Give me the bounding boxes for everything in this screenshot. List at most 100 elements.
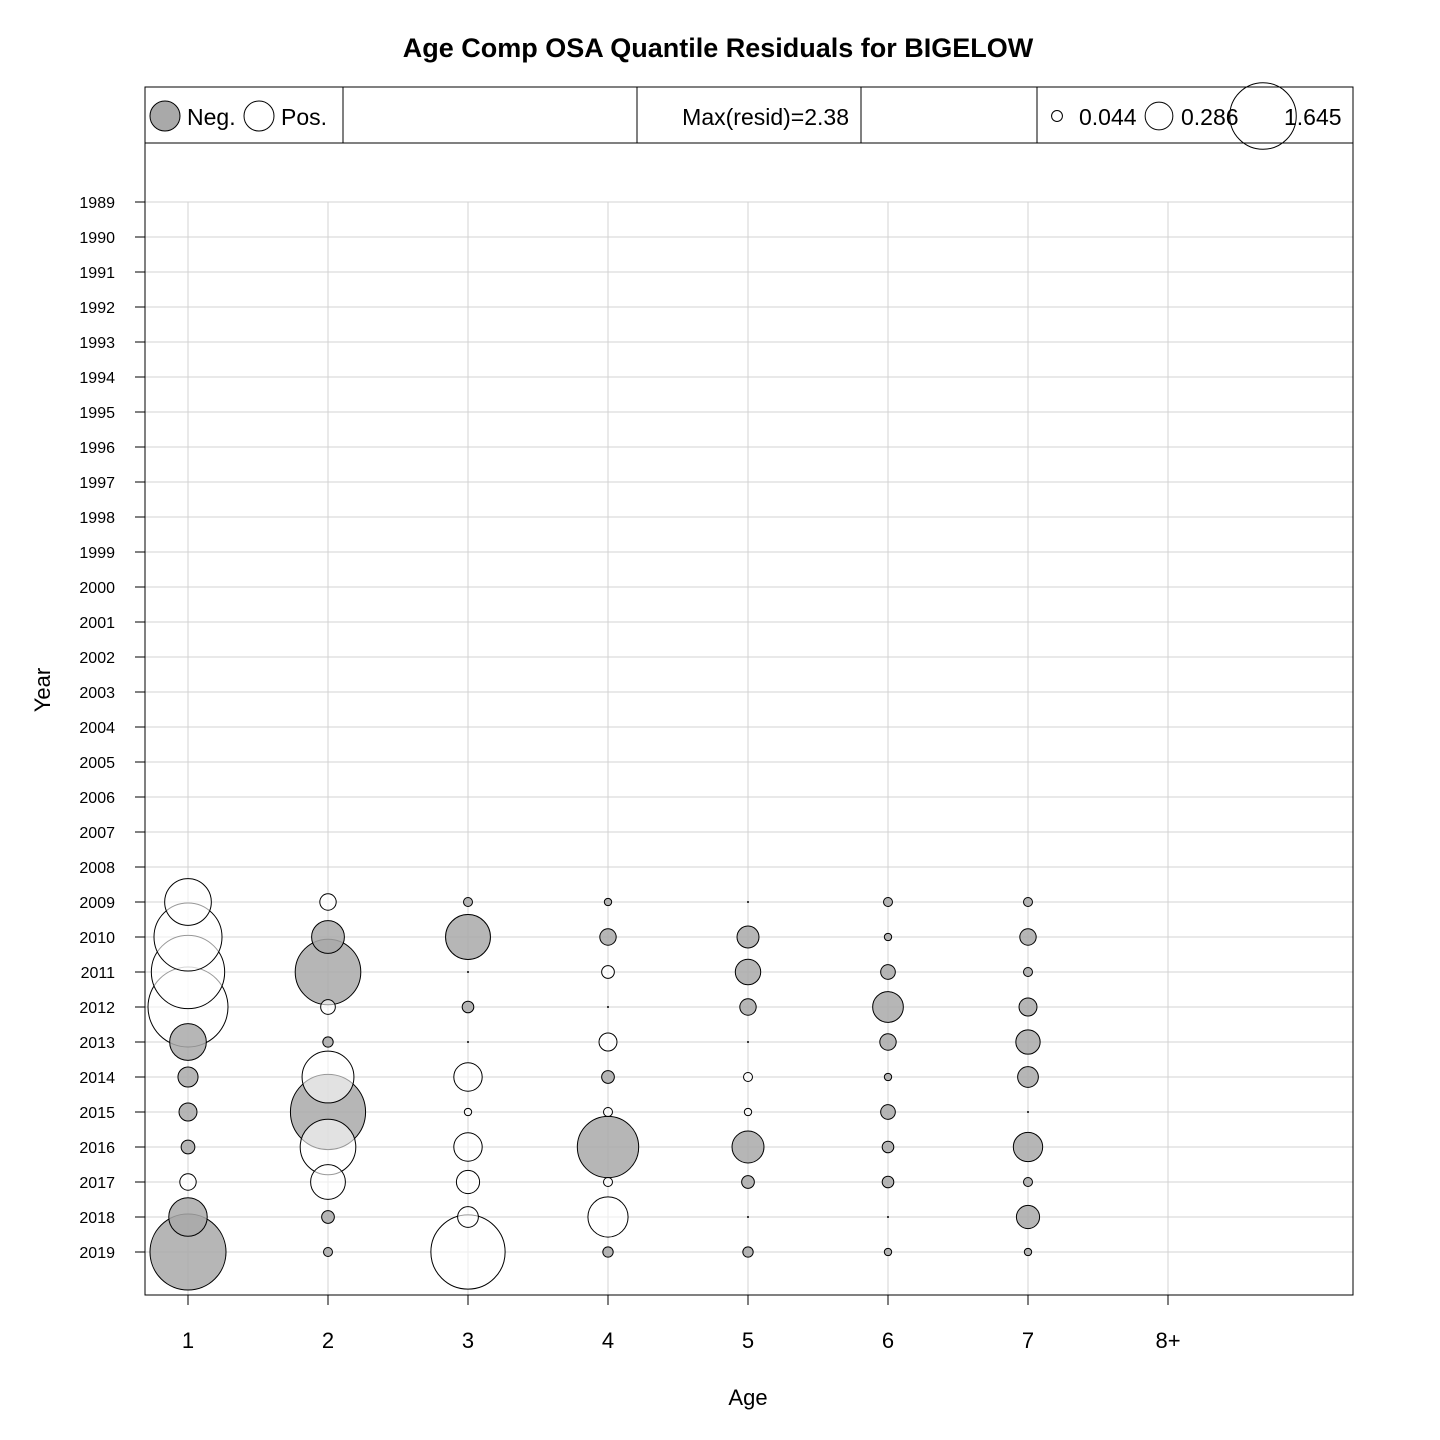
bubble-2015-age-5	[743, 1107, 753, 1117]
bubble-2013-age-5	[747, 1041, 749, 1043]
y-tick-label-2006: 2006	[79, 790, 115, 807]
bubble-2018-age-2	[321, 1210, 335, 1224]
y-tick-label-1991: 1991	[79, 265, 115, 282]
bubble-2016-age-6	[881, 1140, 895, 1154]
bubble-layer	[147, 878, 1044, 1291]
y-tick-label-2011: 2011	[81, 965, 116, 982]
y-tick-label-2010: 2010	[79, 930, 115, 947]
bubble-2010-age-7	[1019, 928, 1037, 946]
x-axis-label: Age	[728, 1385, 767, 1410]
size-legend-label-0: 0.044	[1079, 104, 1137, 130]
bubble-2012-age-4	[607, 1006, 609, 1008]
y-tick-label-1995: 1995	[79, 405, 115, 422]
bubble-2010-age-2	[311, 920, 345, 954]
bubble-2017-age-4	[603, 1177, 613, 1187]
bubble-2019-age-5	[742, 1246, 754, 1258]
bubble-2018-age-1	[168, 1197, 208, 1237]
pos-swatch	[243, 100, 275, 132]
bubble-2013-age-1	[169, 1023, 207, 1061]
bubble-2012-age-3	[461, 1000, 475, 1014]
bubble-2019-age-4	[602, 1246, 614, 1258]
bubble-2017-age-7	[1023, 1177, 1033, 1187]
size-legend-label-1: 0.286	[1181, 104, 1239, 130]
y-axis-label: Year	[30, 668, 55, 712]
bubble-2017-age-5	[741, 1175, 755, 1189]
y-tick-label-1994: 1994	[79, 370, 115, 387]
size-legend: 0.044 0.286 1.645	[1036, 82, 1354, 150]
size-legend-box	[1036, 86, 1354, 144]
bubble-2011-age-5	[734, 958, 762, 986]
bubble-2016-age-3	[453, 1132, 483, 1162]
x-tick-label-1: 1	[182, 1328, 194, 1353]
bubble-2010-age-4	[599, 928, 617, 946]
bubble-2010-age-6	[883, 932, 893, 942]
bubble-2018-age-3	[457, 1206, 479, 1228]
bubble-2014-age-5	[743, 1072, 753, 1082]
y-tick-label-2008: 2008	[79, 860, 115, 877]
y-tick-label-2001: 2001	[79, 615, 115, 632]
neg-swatch	[149, 100, 181, 132]
bubble-2009-age-7	[1023, 897, 1033, 907]
bubble-2017-age-3	[455, 1169, 481, 1195]
bubble-2009-age-1	[164, 878, 212, 926]
bubble-2012-age-2	[320, 999, 336, 1015]
x-tick-label-5: 5	[742, 1328, 754, 1353]
bubble-2019-age-7	[1023, 1247, 1033, 1257]
max-resid-legend: Max(resid)=2.38	[636, 86, 862, 144]
size-legend-label-2: 1.645	[1284, 104, 1342, 130]
y-tick-label-2007: 2007	[79, 825, 115, 842]
bubble-2013-age-7	[1015, 1029, 1041, 1055]
x-tick-label-4: 4	[602, 1328, 614, 1353]
pos-label: Pos.	[281, 104, 327, 130]
y-tick-label-1992: 1992	[79, 300, 115, 317]
x-tick-label-3: 3	[462, 1328, 474, 1353]
y-tick-label-2009: 2009	[79, 895, 115, 912]
bubble-2013-age-6	[879, 1033, 897, 1051]
bubble-2014-age-2	[301, 1050, 355, 1104]
bubble-2016-age-1	[180, 1139, 196, 1155]
bubble-2010-age-5	[736, 925, 760, 949]
bubble-2013-age-3	[467, 1041, 469, 1043]
y-tick-label-2013: 2013	[79, 1035, 115, 1052]
bubble-2019-age-6	[883, 1247, 893, 1257]
y-tick-label-1990: 1990	[79, 230, 115, 247]
x-tick-label-8+: 8+	[1155, 1328, 1180, 1353]
bubble-2017-age-6	[881, 1175, 895, 1189]
bubble-2015-age-3	[463, 1107, 473, 1117]
size-legend-circle-0	[1051, 110, 1063, 122]
bubble-2015-age-7	[1027, 1111, 1029, 1113]
bubble-2009-age-2	[319, 893, 337, 911]
y-tick-label-2016: 2016	[79, 1140, 115, 1157]
bubble-2012-age-6	[872, 991, 904, 1023]
bubble-2015-age-4	[603, 1107, 613, 1117]
bubble-2014-age-1	[177, 1066, 199, 1088]
bubble-2018-age-4	[587, 1196, 629, 1238]
bubble-2018-age-5	[747, 1216, 749, 1218]
bubble-2014-age-3	[453, 1062, 483, 1092]
bubble-2016-age-4	[576, 1115, 640, 1179]
x-tick-label-2: 2	[322, 1328, 334, 1353]
bubble-2011-age-7	[1023, 967, 1033, 977]
bubble-2009-age-4	[603, 897, 613, 907]
y-tick-label-2003: 2003	[79, 685, 115, 702]
bubble-2011-age-6	[880, 964, 896, 980]
x-axis-ticks: 1 2 3 4 5 6 7 8+	[182, 1295, 1181, 1353]
bubble-2013-age-2	[322, 1036, 334, 1048]
y-tick-label-1993: 1993	[79, 335, 115, 352]
bubble-2014-age-6	[883, 1072, 893, 1082]
x-tick-label-7: 7	[1022, 1328, 1034, 1353]
bubble-2018-age-6	[887, 1216, 889, 1218]
bubble-2019-age-2	[323, 1247, 333, 1257]
y-tick-label-2015: 2015	[79, 1105, 115, 1122]
bubble-2013-age-4	[598, 1032, 618, 1052]
y-tick-label-1998: 1998	[79, 510, 115, 527]
size-legend-circle-1	[1144, 101, 1174, 131]
bubble-2012-age-5	[739, 998, 757, 1016]
y-tick-label-1996: 1996	[79, 440, 115, 457]
bubble-2014-age-4	[601, 1070, 615, 1084]
size-legend-circle-2	[1229, 82, 1297, 150]
neg-label: Neg.	[187, 104, 236, 130]
y-tick-label-2019: 2019	[79, 1245, 115, 1262]
y-tick-label-2005: 2005	[79, 755, 115, 772]
